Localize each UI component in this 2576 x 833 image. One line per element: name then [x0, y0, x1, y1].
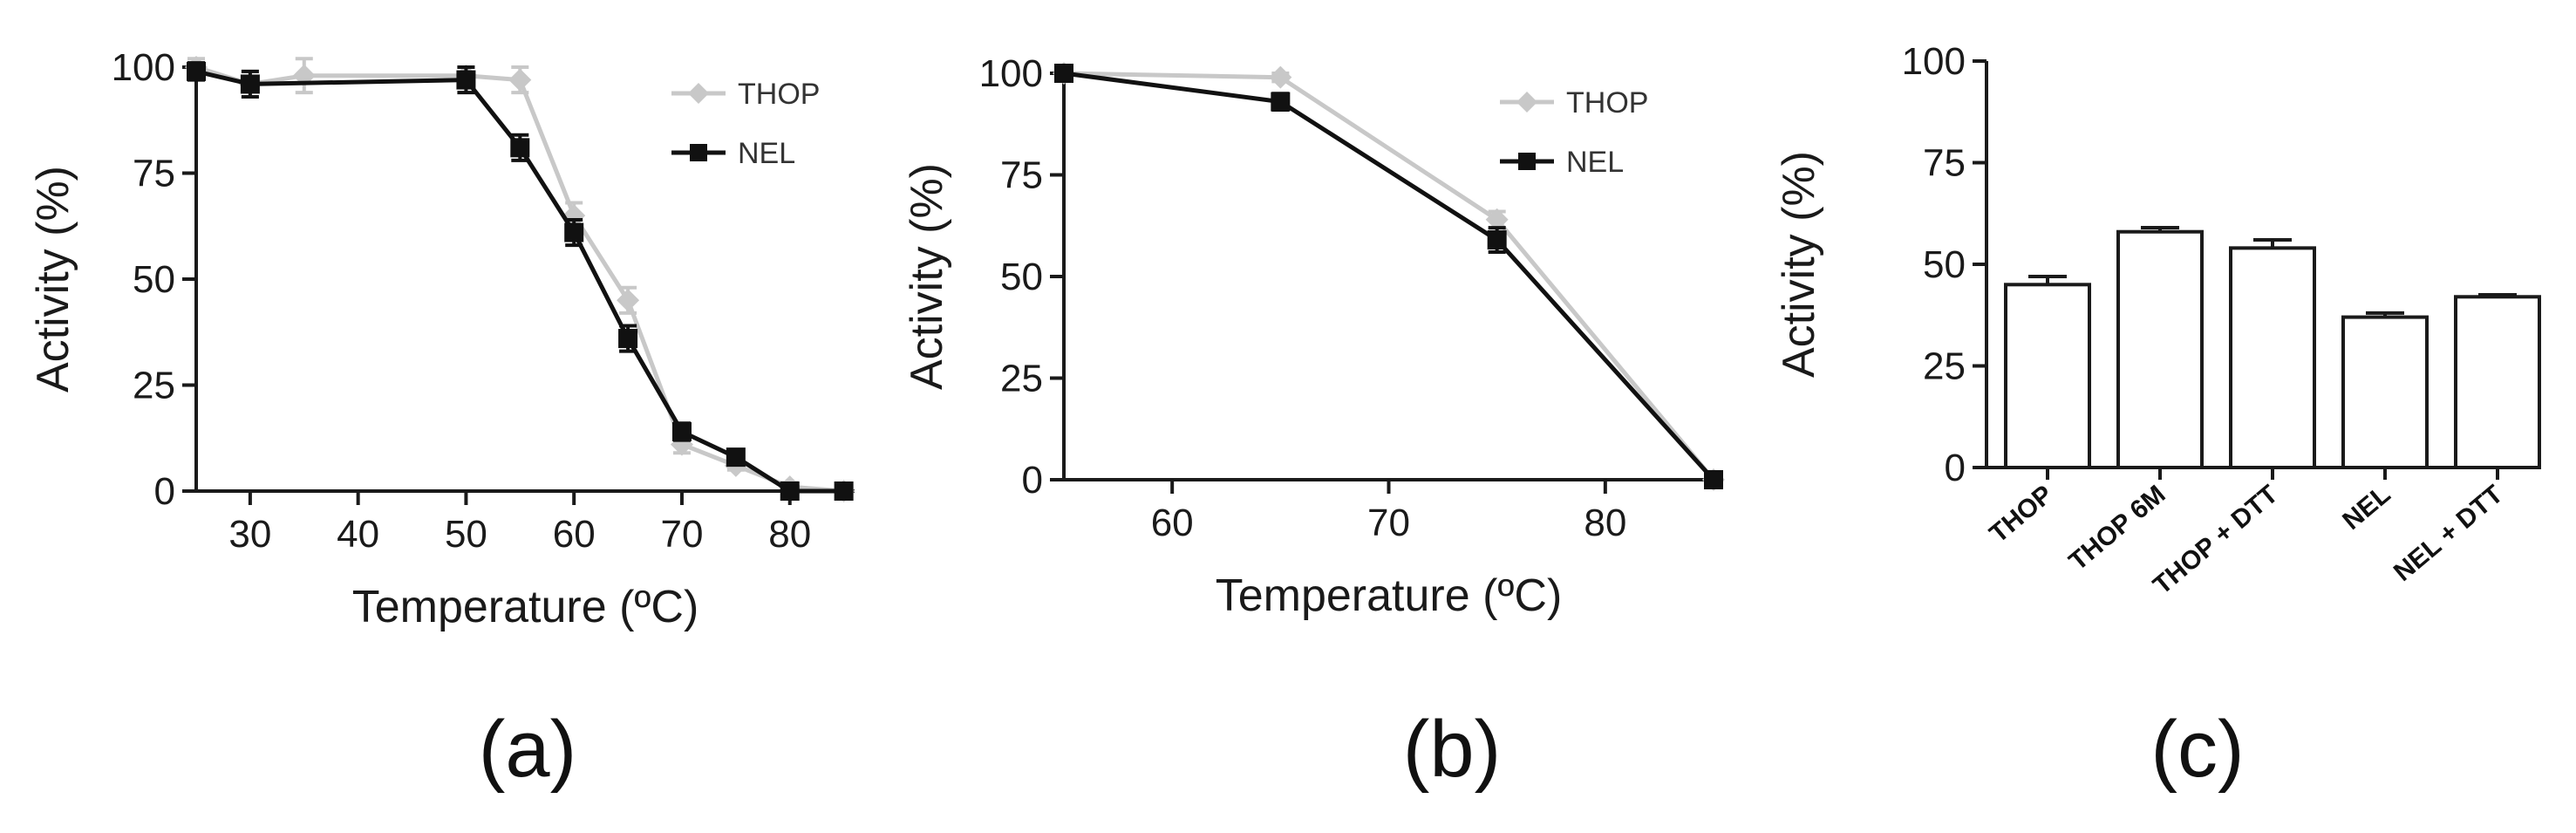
panel-b-thop-point — [1269, 65, 1292, 89]
panel-b-chart: 60 70 80 Temperature (ºC) 0 25 50 75 100 Activity… — [902, 52, 1725, 621]
panel-a-y-tick-label: 50 — [133, 258, 175, 301]
panel-a-x-tick-label: 40 — [337, 513, 379, 556]
panel-c-y-tick-label: 25 — [1923, 345, 1966, 388]
panel-c-label: (c) — [2150, 705, 2244, 794]
panel-a-nel-point — [564, 222, 584, 242]
panel-a-nel-point — [726, 447, 746, 468]
panel-a-nel-point — [187, 61, 206, 81]
panel-b-y-tick-label: 100 — [979, 52, 1043, 95]
panel-a-x-tick-label: 30 — [228, 513, 271, 556]
panel-a-nel-point — [240, 74, 260, 94]
panel-c-bar — [2004, 283, 2091, 469]
panel-c-y-tick-label: 50 — [1923, 243, 1966, 286]
panel-b-y-axis-label: Activity (%) — [902, 163, 952, 390]
panel-b-x-tick-label: 80 — [1584, 502, 1626, 544]
panel-a-x-tick-label: 70 — [660, 513, 703, 556]
panel-c-bar — [2229, 246, 2316, 469]
panel-b-y-tick-label: 25 — [1000, 358, 1043, 400]
panel-b-thop-line — [1063, 71, 1715, 481]
panel-a-y-tick-label: 25 — [133, 365, 175, 407]
panel-a-y-tick-label: 0 — [154, 470, 175, 513]
panel-a-legend-thop-label: THOP — [738, 78, 820, 111]
panel-a-nel-point — [780, 481, 800, 501]
panel-c-y-tick-label: 0 — [1945, 447, 1966, 489]
panel-a-nel-line — [195, 69, 844, 494]
panel-a-x-axis-label: Temperature (ºC) — [352, 582, 699, 632]
panel-c-y-tick-label: 75 — [1923, 142, 1966, 185]
panel-b-y-tick-label: 50 — [1000, 256, 1043, 298]
panel-b-nel-line — [1063, 71, 1715, 481]
panel-a-label: (a) — [479, 705, 576, 794]
panel-a-y-axis-label: Activity (%) — [28, 166, 78, 393]
panel-a-nel-point — [671, 421, 692, 441]
panel-a-nel-point — [456, 70, 476, 90]
panel-c-bar — [2116, 229, 2204, 469]
panel-c-x-tick-label: NEL — [2337, 480, 2395, 536]
panel-b-legend-thop-marker — [1516, 92, 1537, 113]
panel-b-nel-point — [1704, 470, 1723, 489]
panel-c-bar — [2454, 295, 2541, 469]
panel-b-x-tick-label: 70 — [1367, 502, 1410, 544]
panel-c-bar — [2341, 315, 2429, 469]
panel-c-y-axis-label: Activity (%) — [1774, 151, 1824, 378]
panel-b-thop-point — [1485, 208, 1509, 231]
panel-c-x-tick-label: THOP 6M — [2064, 480, 2171, 577]
panel-a-thop-line — [195, 65, 844, 494]
panel-c-y-tick-label: 100 — [1902, 40, 1966, 83]
panel-c-x-tick-label: THOP + DTT — [2148, 480, 2284, 600]
panel-b-y-tick-label: 75 — [1000, 154, 1043, 197]
panel-b-nel-point — [1271, 92, 1291, 112]
panel-a-nel-point — [618, 329, 638, 349]
panel-a-nel-point — [834, 481, 854, 501]
panel-a-y-tick-label: 100 — [112, 46, 175, 89]
panel-a-legend-nel-label: NEL — [738, 137, 795, 170]
panel-a-legend-thop-marker — [688, 83, 709, 104]
panel-a-chart: 30 40 50 60 70 80 Temperature (ºC) 0 25 50 75 100 Ac… — [28, 46, 855, 632]
panel-b-legend-thop-label: THOP — [1566, 86, 1648, 119]
panel-a-legend-nel-marker — [690, 144, 707, 161]
panel-a-y-tick-label: 75 — [133, 153, 175, 195]
panel-b-nel-point — [1054, 64, 1073, 83]
panel-a-thop-point — [508, 68, 532, 92]
panel-b-legend-nel-marker — [1518, 153, 1536, 170]
panel-b-x-tick-label: 60 — [1151, 502, 1194, 544]
panel-a-x-tick-label: 50 — [445, 513, 487, 556]
panel-a-x-tick-label: 60 — [553, 513, 596, 556]
panel-b-x-axis-label: Temperature (ºC) — [1216, 570, 1563, 621]
panel-b-legend-nel-label: NEL — [1566, 146, 1624, 179]
panel-b-y-tick-label: 0 — [1022, 459, 1043, 502]
panel-a-thop-point — [617, 289, 640, 312]
panel-c-x-tick-label: THOP — [1984, 480, 2058, 549]
panel-a-nel-point — [510, 138, 530, 158]
panel-a-x-tick-label: 80 — [768, 513, 811, 556]
panel-b-label: (b) — [1403, 705, 1501, 794]
panel-c-x-tick-label: NEL + DTT — [2389, 480, 2509, 587]
panel-b-nel-point — [1487, 230, 1507, 250]
